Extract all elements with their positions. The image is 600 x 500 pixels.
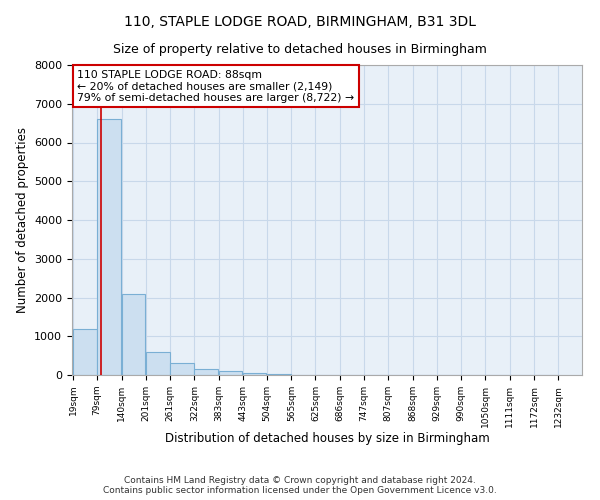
- Text: 110, STAPLE LODGE ROAD, BIRMINGHAM, B31 3DL: 110, STAPLE LODGE ROAD, BIRMINGHAM, B31 …: [124, 15, 476, 29]
- Bar: [218, 371, 242, 375]
- Bar: [170, 364, 194, 375]
- Y-axis label: Number of detached properties: Number of detached properties: [16, 127, 29, 313]
- Bar: [267, 374, 291, 375]
- Bar: [97, 119, 121, 375]
- Bar: [122, 294, 145, 375]
- Text: Size of property relative to detached houses in Birmingham: Size of property relative to detached ho…: [113, 42, 487, 56]
- Bar: [194, 369, 218, 375]
- Text: Contains HM Land Registry data © Crown copyright and database right 2024.
Contai: Contains HM Land Registry data © Crown c…: [103, 476, 497, 495]
- Bar: [146, 352, 170, 375]
- Bar: [73, 328, 97, 375]
- X-axis label: Distribution of detached houses by size in Birmingham: Distribution of detached houses by size …: [164, 432, 490, 446]
- Bar: [242, 372, 266, 375]
- Text: 110 STAPLE LODGE ROAD: 88sqm
← 20% of detached houses are smaller (2,149)
79% of: 110 STAPLE LODGE ROAD: 88sqm ← 20% of de…: [77, 70, 354, 103]
